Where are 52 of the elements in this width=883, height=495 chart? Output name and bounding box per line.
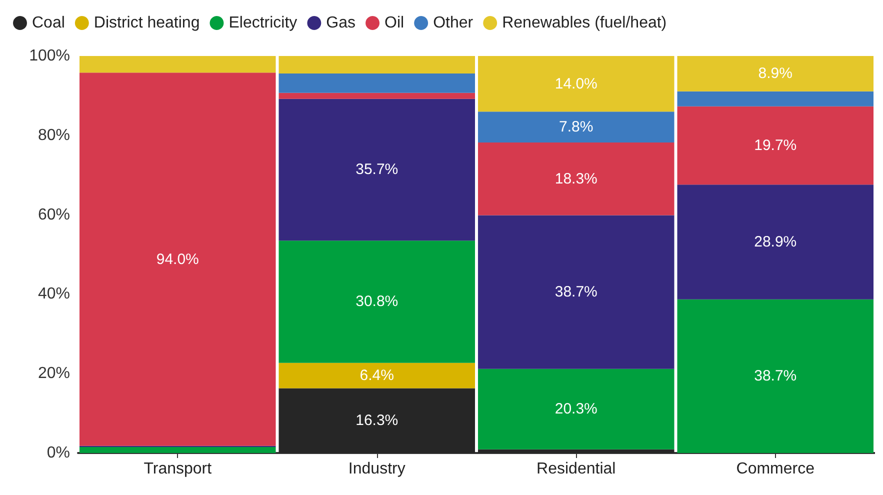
legend-label: District heating bbox=[94, 14, 200, 32]
legend-label: Oil bbox=[384, 14, 404, 32]
y-tick-label: 0% bbox=[46, 444, 70, 462]
y-tick-label: 80% bbox=[38, 126, 70, 144]
data-label: 35.7% bbox=[356, 161, 398, 178]
bar bbox=[79, 447, 276, 453]
x-tick-label: Transport bbox=[144, 460, 212, 478]
y-tick-label: 40% bbox=[38, 286, 70, 303]
bar bbox=[278, 362, 476, 388]
data-label: 94.0% bbox=[156, 250, 199, 268]
bar bbox=[79, 72, 276, 446]
data-label: 38.7% bbox=[754, 368, 797, 385]
data-label: 30.8% bbox=[356, 293, 398, 310]
legend-label: Renewables (fuel/heat) bbox=[502, 14, 667, 32]
bar bbox=[677, 106, 874, 185]
bar bbox=[278, 73, 476, 93]
legend-label: Electricity bbox=[228, 14, 298, 32]
x-tick-label: Industry bbox=[348, 460, 406, 478]
bar bbox=[278, 98, 476, 241]
data-label: 7.8% bbox=[559, 118, 594, 136]
bar bbox=[278, 92, 476, 99]
legend-label: Other bbox=[433, 14, 474, 32]
x-tick-label: Commerce bbox=[736, 460, 815, 478]
data-label: 19.7% bbox=[754, 137, 797, 154]
y-tick-label: 20% bbox=[38, 365, 70, 382]
data-label: 28.9% bbox=[754, 233, 797, 250]
data-label: 6.4% bbox=[360, 367, 394, 384]
x-tick-label: Residential bbox=[536, 460, 616, 478]
data-label: 18.3% bbox=[554, 170, 598, 188]
bar bbox=[677, 91, 874, 106]
data-label: 20.3% bbox=[554, 400, 598, 418]
data-label: 38.7% bbox=[554, 284, 598, 301]
bar bbox=[478, 215, 674, 369]
data-label: 14.0% bbox=[554, 75, 598, 92]
bar bbox=[478, 56, 674, 112]
bar bbox=[79, 56, 276, 73]
bar bbox=[677, 299, 874, 453]
bar bbox=[677, 184, 874, 300]
bar bbox=[278, 56, 476, 74]
y-tick-label: 100% bbox=[29, 48, 70, 64]
bar bbox=[677, 56, 874, 92]
data-label: 16.3% bbox=[356, 412, 398, 430]
bar bbox=[478, 142, 674, 216]
y-tick-label: 60% bbox=[38, 206, 70, 224]
legend-label: Coal bbox=[32, 14, 65, 32]
bar bbox=[278, 240, 476, 363]
data-label: 8.9% bbox=[758, 65, 792, 82]
legend-label: Gas bbox=[326, 14, 356, 32]
bar bbox=[478, 368, 674, 450]
bar bbox=[478, 112, 674, 143]
bar bbox=[278, 388, 476, 453]
bar bbox=[478, 449, 674, 453]
